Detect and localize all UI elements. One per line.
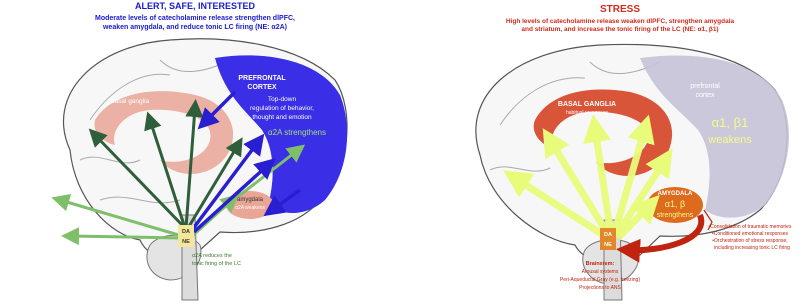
amygdala-output: including increasing tonic LC firing	[714, 245, 790, 251]
da-label: DA	[604, 232, 612, 238]
amygdala-effect: α2A weakens	[235, 205, 265, 211]
subtitle-line: High levels of catecholamine release wea…	[506, 18, 735, 25]
amygdala-effect: strengthens	[657, 212, 694, 219]
pfc-desc: thought and emotion	[252, 114, 312, 121]
pfc-label: prefrontal	[690, 83, 720, 90]
brainstem-item: Projections to ANS	[579, 285, 621, 291]
left-panel: ALERT, SAFE, INTERESTED Moderate levels …	[60, 1, 347, 300]
lc-note: tonic firing of the LC	[192, 261, 241, 267]
amygdala-label: amygdala	[237, 197, 264, 203]
pfc-desc: regulation of behavior,	[250, 105, 314, 112]
ne-label: NE	[182, 239, 190, 245]
pfc-desc: Top-down	[268, 96, 297, 103]
title: STRESS	[600, 4, 640, 15]
subtitle-line: weaken amygdala, and reduce tonic LC fir…	[102, 24, 287, 31]
lc-note: α2A reduces the	[192, 253, 232, 259]
subtitle-line: and striatum, and increase the tonic fir…	[521, 26, 718, 33]
amygdala-output: •Orchestration of stress response,	[712, 238, 787, 244]
right-panel: STRESS High levels of catecholamine rele…	[476, 4, 792, 300]
basal-ganglia-label: BASAL GANGLIA	[558, 101, 616, 108]
brainstem-title: Brainstem:	[586, 261, 615, 267]
pfc-effect: weakens	[707, 134, 752, 146]
figure: ALERT, SAFE, INTERESTED Moderate levels …	[0, 0, 802, 305]
brainstem-item: Arousal systems	[582, 269, 619, 275]
pfc-label: cortex	[695, 92, 715, 99]
pfc-label: PREFRONTAL	[238, 75, 286, 82]
amygdala-output: •Consolidation of traumatic memories	[709, 224, 792, 230]
amygdala-output: •Conditioned emotional responses	[712, 231, 788, 237]
amygdala-effect: α1, β	[665, 199, 685, 209]
pfc-effect: α1, β1	[712, 115, 749, 130]
ne-label: NE	[604, 242, 612, 248]
da-label: DA	[182, 229, 190, 235]
pfc-effect: α2A strengthens	[268, 128, 326, 137]
title: ALERT, SAFE, INTERESTED	[135, 1, 256, 11]
amygdala-label: AMYGDALA	[658, 191, 693, 197]
basal-ganglia-desc: habitual responses	[566, 110, 608, 116]
brainstem-item: Peri-Aqueductal Gray (e.g. freezing)	[560, 277, 640, 283]
pfc-label: CORTEX	[247, 84, 277, 91]
subtitle-line: Moderate levels of catecholamine release…	[95, 15, 295, 22]
basal-ganglia-label: basal ganglia	[111, 98, 150, 105]
